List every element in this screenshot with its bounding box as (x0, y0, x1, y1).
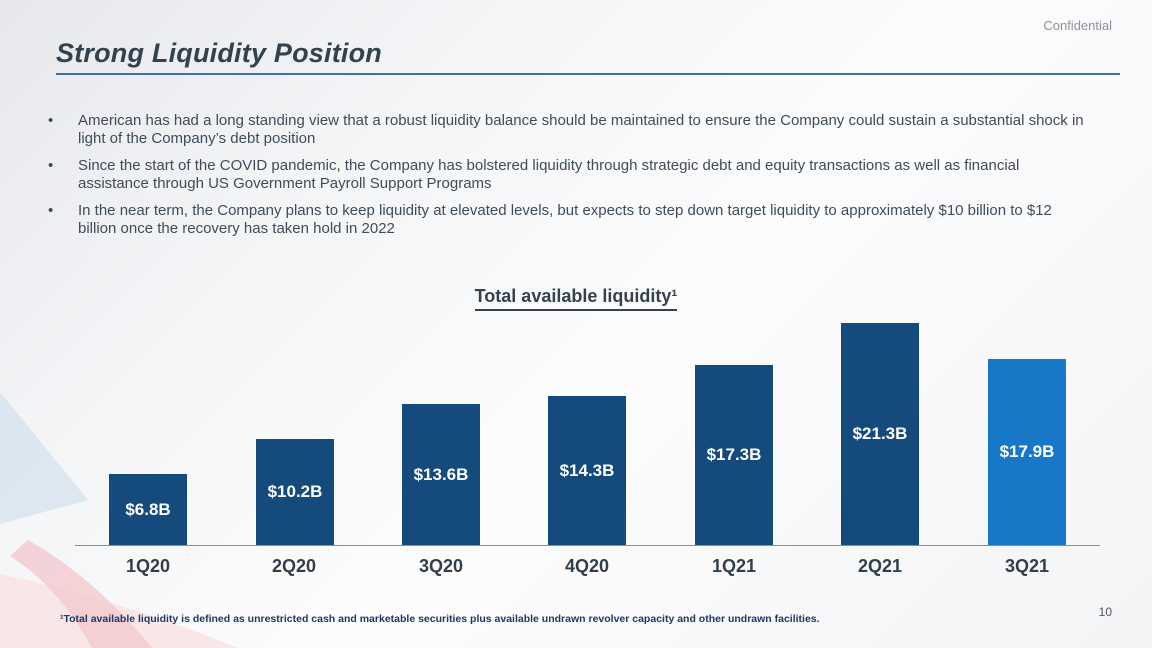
x-axis-label-1q20: 1Q20 (125, 556, 171, 576)
x-axis-label-1q21: 1Q21 (711, 556, 757, 576)
bullet-list: • American has had a long standing view … (48, 112, 1094, 247)
title-underline (56, 73, 1120, 75)
bar-value-label: $21.3B (852, 424, 908, 443)
bullet-text: In the near term, the Company plans to k… (78, 202, 1052, 237)
x-axis-line (75, 545, 1100, 546)
x-axis-label-4q20: 4Q20 (564, 556, 610, 576)
bullet-text: American has had a long standing view th… (78, 112, 1084, 147)
bar-value-label: $10.2B (267, 482, 323, 501)
bar-4q20: $14.3B (548, 396, 626, 545)
bullet-item: • American has had a long standing view … (48, 112, 1094, 148)
confidential-label: Confidential (1043, 18, 1112, 33)
chart-title: Total available liquidity¹ (474, 286, 678, 311)
bar-1q20: $6.8B (109, 474, 187, 545)
x-axis-label-2q21: 2Q21 (857, 556, 903, 576)
bullet-marker: • (48, 202, 54, 219)
chart-title-wrap: Total available liquidity¹ (0, 286, 1152, 311)
bar-value-label: $6.8B (125, 499, 171, 519)
bar-2q21: $21.3B (841, 323, 919, 545)
bar-value-label: $14.3B (559, 460, 615, 480)
bullet-marker: • (48, 112, 54, 129)
x-axis-label-3q20: 3Q20 (418, 556, 464, 576)
bar-value-label: $13.6B (413, 464, 469, 484)
x-axis-label-2q20: 2Q20 (271, 556, 317, 576)
bar-3q20: $13.6B (402, 404, 480, 545)
bar-2q20: $10.2B (256, 439, 334, 545)
bar-value-label: $17.3B (706, 445, 762, 464)
bullet-marker: • (48, 157, 54, 174)
page-title: Strong Liquidity Position (56, 38, 382, 68)
bar-value-label: $17.9B (999, 442, 1055, 461)
page-number: 10 (1098, 605, 1112, 619)
bullet-item: • Since the start of the COVID pandemic,… (48, 157, 1094, 193)
x-axis-label-3q21: 3Q21 (1004, 556, 1050, 576)
bar-1q21: $17.3B (695, 365, 773, 545)
footnote: ¹Total available liquidity is defined as… (60, 613, 820, 625)
bullet-text: Since the start of the COVID pandemic, t… (78, 157, 1020, 192)
bar-3q21: $17.9B (988, 359, 1066, 545)
bullet-item: • In the near term, the Company plans to… (48, 202, 1094, 238)
